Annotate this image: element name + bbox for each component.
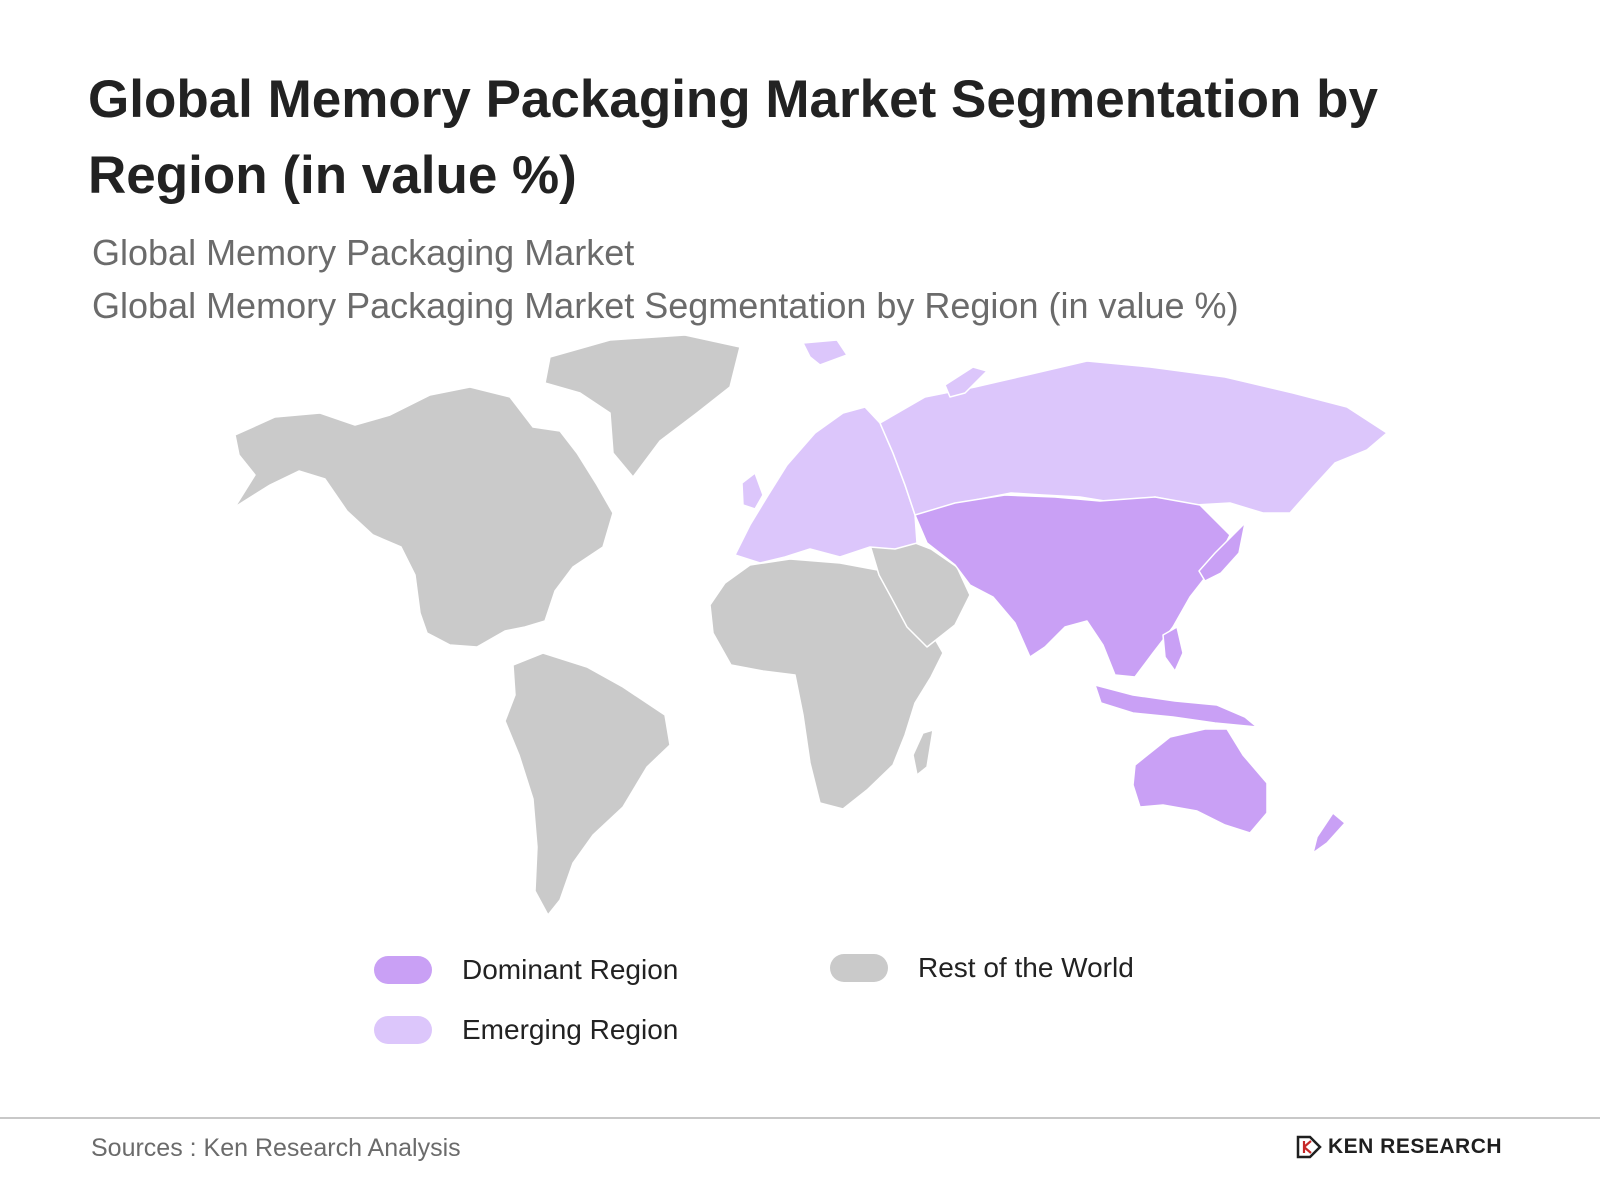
footer-divider <box>0 1117 1600 1119</box>
logo-text: KEN RESEARCH <box>1328 1135 1503 1158</box>
region-madagascar <box>912 729 934 776</box>
region-australia <box>1132 728 1268 834</box>
region-uk <box>741 472 764 510</box>
page-title: Global Memory Packaging Market Segmentat… <box>88 70 1378 205</box>
ken-research-logo-icon <box>1296 1135 1322 1159</box>
legend-item-emerging: Emerging Region <box>374 1010 678 1050</box>
legend-item-rest: Rest of the World <box>830 948 1134 988</box>
legend-swatch-dominant <box>374 956 432 984</box>
subtitle-market: Global Memory Packaging Market <box>92 232 635 273</box>
legend-label-emerging: Emerging Region <box>462 1014 679 1045</box>
region-svalbard <box>802 339 848 366</box>
region-japan <box>1198 522 1246 582</box>
ken-research-logo: KEN RESEARCH <box>1296 1135 1502 1159</box>
region-middle-east <box>869 538 971 648</box>
region-south-america <box>504 652 671 916</box>
world-map <box>234 335 1388 916</box>
legend-label-rest: Rest of the World <box>918 952 1134 983</box>
region-africa <box>709 558 944 810</box>
region-greenland <box>544 335 741 478</box>
region-asia-pacific <box>914 494 1231 678</box>
legend-item-dominant: Dominant Region <box>374 950 678 990</box>
subtitle-segmentation: Global Memory Packaging Market Segmentat… <box>92 285 1239 326</box>
region-indonesia <box>1094 684 1258 728</box>
region-north-america <box>234 386 614 648</box>
legend-swatch-rest <box>830 954 888 982</box>
sources-text: Sources : Ken Research Analysis <box>91 1134 461 1162</box>
region-philippines <box>1162 626 1184 672</box>
region-novaya-zemlya <box>944 366 988 398</box>
legend-label-dominant: Dominant Region <box>462 954 679 985</box>
region-new-zealand <box>1312 812 1346 854</box>
legend-swatch-emerging <box>374 1016 432 1044</box>
